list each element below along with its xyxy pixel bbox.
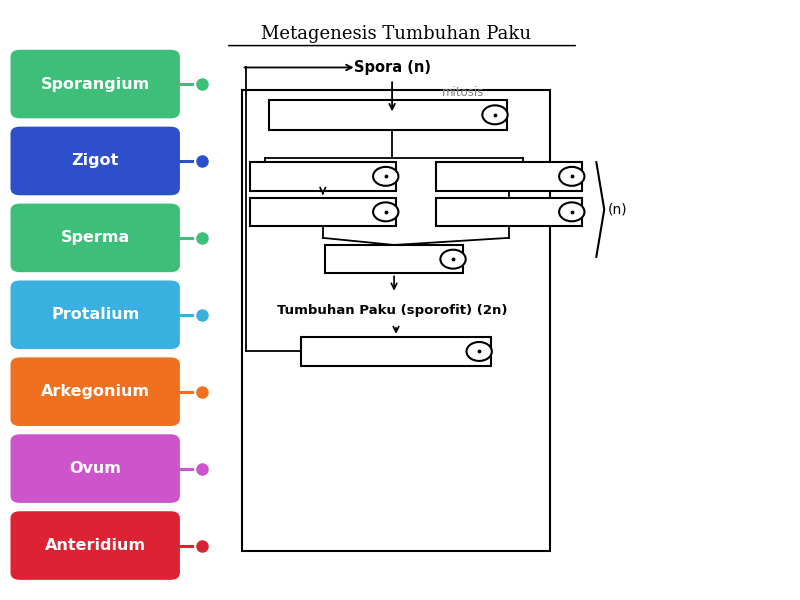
Circle shape <box>373 202 398 221</box>
Text: Anteridium: Anteridium <box>45 538 146 553</box>
Text: Zigot: Zigot <box>71 154 119 169</box>
Text: Ovum: Ovum <box>70 461 121 476</box>
Bar <box>250 197 396 226</box>
Text: Metagenesis Tumbuhan Paku: Metagenesis Tumbuhan Paku <box>261 25 531 43</box>
Circle shape <box>482 106 508 124</box>
FancyBboxPatch shape <box>10 127 180 195</box>
Bar <box>436 162 582 191</box>
Circle shape <box>559 167 585 186</box>
Bar <box>270 100 507 130</box>
Circle shape <box>440 250 466 269</box>
Text: mitosis: mitosis <box>442 86 485 100</box>
Text: Spora (n): Spora (n) <box>354 60 430 75</box>
Circle shape <box>373 167 398 186</box>
FancyBboxPatch shape <box>10 358 180 426</box>
Text: Tumbuhan Paku (sporofit) (2n): Tumbuhan Paku (sporofit) (2n) <box>277 304 507 317</box>
FancyBboxPatch shape <box>10 280 180 349</box>
Bar <box>301 337 491 366</box>
Bar <box>242 90 550 551</box>
Bar <box>325 245 463 274</box>
Text: (n): (n) <box>608 202 628 217</box>
Text: Sperma: Sperma <box>61 230 130 245</box>
Bar <box>250 162 396 191</box>
FancyBboxPatch shape <box>10 511 180 580</box>
Circle shape <box>466 342 492 361</box>
Text: Protalium: Protalium <box>51 307 139 322</box>
Bar <box>436 197 582 226</box>
Circle shape <box>559 202 585 221</box>
FancyBboxPatch shape <box>10 203 180 272</box>
FancyBboxPatch shape <box>10 434 180 503</box>
Text: Arkegonium: Arkegonium <box>41 384 150 399</box>
Text: Sporangium: Sporangium <box>41 77 150 92</box>
FancyBboxPatch shape <box>10 50 180 118</box>
